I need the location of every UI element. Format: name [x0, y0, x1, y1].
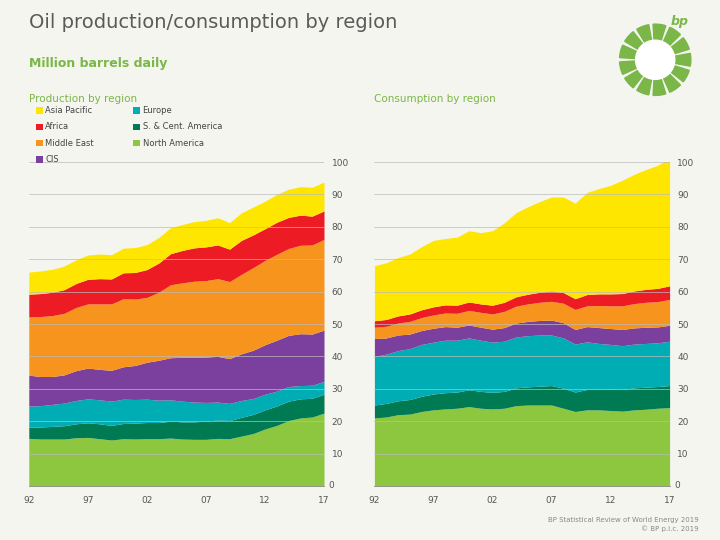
Polygon shape: [655, 28, 680, 60]
Text: Consumption by region: Consumption by region: [374, 94, 496, 105]
Polygon shape: [625, 60, 655, 88]
Polygon shape: [655, 53, 690, 66]
Polygon shape: [653, 24, 666, 60]
Polygon shape: [655, 60, 689, 82]
Polygon shape: [620, 60, 655, 75]
Text: Oil production/consumption by region: Oil production/consumption by region: [29, 14, 397, 32]
Polygon shape: [636, 60, 655, 95]
Text: bp: bp: [671, 15, 689, 28]
Text: Africa: Africa: [45, 123, 70, 131]
Text: CIS: CIS: [45, 155, 59, 164]
Text: North America: North America: [143, 139, 204, 147]
Text: Asia Pacific: Asia Pacific: [45, 106, 92, 115]
Polygon shape: [625, 32, 655, 60]
Text: Middle East: Middle East: [45, 139, 94, 147]
Polygon shape: [653, 60, 666, 96]
Text: Production by region: Production by region: [29, 94, 137, 105]
Text: S. & Cent. America: S. & Cent. America: [143, 123, 222, 131]
Circle shape: [636, 40, 675, 79]
Text: 0: 0: [329, 482, 335, 490]
Polygon shape: [655, 60, 680, 92]
Polygon shape: [636, 25, 655, 60]
Text: 0: 0: [675, 482, 680, 490]
Polygon shape: [620, 45, 655, 60]
Text: Million barrels daily: Million barrels daily: [29, 57, 167, 70]
Text: Europe: Europe: [143, 106, 172, 115]
Text: BP Statistical Review of World Energy 2019
© BP p.l.c. 2019: BP Statistical Review of World Energy 20…: [548, 517, 698, 532]
Polygon shape: [655, 38, 689, 60]
